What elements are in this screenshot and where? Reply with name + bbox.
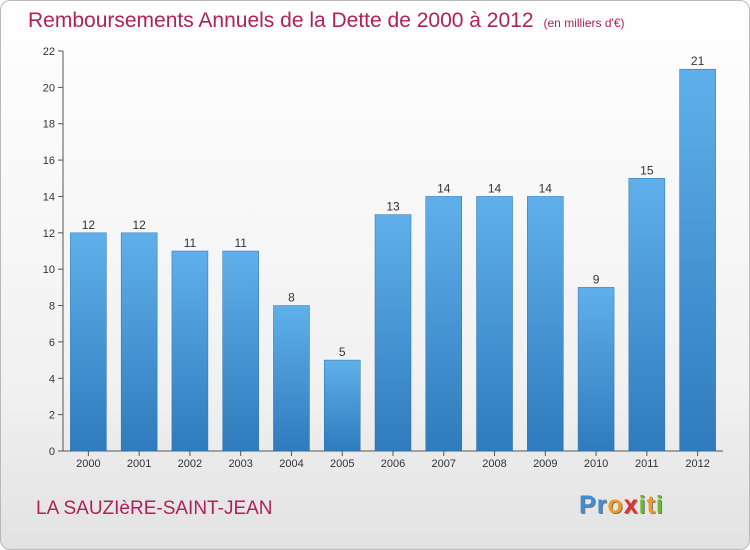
bar-2010 bbox=[577, 287, 615, 452]
y-tick-label: 10 bbox=[43, 264, 55, 276]
y-axis: 0 2 4 6 8 10 12 14 16 18 20 22 bbox=[43, 46, 64, 458]
bar-value-label: 21 bbox=[691, 54, 705, 68]
x-tick-label: 2006 bbox=[381, 458, 405, 470]
x-tick-label: 2008 bbox=[482, 458, 506, 470]
bar-2002 bbox=[171, 250, 209, 452]
logo-letter: x bbox=[623, 491, 639, 519]
bar-value-label: 12 bbox=[132, 218, 146, 232]
logo-letter: i bbox=[655, 491, 664, 519]
logo-letter: P bbox=[579, 491, 597, 519]
y-tick-label: 12 bbox=[43, 228, 55, 240]
bar-value-label: 15 bbox=[640, 163, 654, 177]
x-tick-label: 2004 bbox=[279, 458, 303, 470]
x-tick-label: 2012 bbox=[685, 458, 709, 470]
chart-title-row: Remboursements Annuels de la Dette de 20… bbox=[28, 9, 625, 33]
bar-2001 bbox=[120, 232, 158, 452]
logo-letter: r bbox=[596, 491, 608, 519]
x-tick-label: 2003 bbox=[228, 458, 252, 470]
logo-letter: o bbox=[607, 491, 624, 519]
bar-2005 bbox=[323, 359, 361, 452]
bars-group: 12 12 11 11 8 5 13 14 14 14 9 15 21 bbox=[70, 54, 716, 452]
commune-name: LA SAUZIèRE-SAINT-JEAN bbox=[36, 498, 273, 519]
bar-2006 bbox=[374, 214, 412, 452]
y-tick-label: 6 bbox=[49, 337, 55, 349]
bar-2009 bbox=[527, 196, 564, 452]
y-tick-label: 2 bbox=[49, 410, 55, 422]
x-tick-label: 2001 bbox=[127, 458, 151, 470]
bar-value-label: 14 bbox=[488, 181, 502, 195]
x-tick-label: 2007 bbox=[432, 458, 456, 470]
bar-value-label: 14 bbox=[539, 181, 553, 195]
x-tick-label: 2000 bbox=[76, 458, 100, 470]
y-tick-label: 8 bbox=[49, 301, 55, 313]
bar-value-label: 5 bbox=[339, 345, 346, 359]
bar-2011 bbox=[628, 178, 666, 452]
y-tick-label: 18 bbox=[43, 119, 55, 131]
bar-value-label: 13 bbox=[386, 200, 400, 214]
x-tick-label: 2009 bbox=[533, 458, 557, 470]
bar-2004 bbox=[273, 305, 310, 452]
chart-title: Remboursements Annuels de la Dette de 20… bbox=[28, 9, 534, 32]
y-tick-label: 16 bbox=[43, 155, 55, 167]
bar-2000 bbox=[70, 232, 107, 452]
proxiti-logo: Proxiti bbox=[579, 491, 664, 520]
x-tick-label: 2011 bbox=[635, 458, 659, 470]
x-tick-label: 2010 bbox=[584, 458, 608, 470]
logo-letter: i bbox=[638, 491, 647, 519]
bar-2003 bbox=[222, 250, 259, 452]
bar-value-label: 11 bbox=[184, 236, 197, 250]
y-tick-label: 0 bbox=[49, 446, 55, 458]
y-tick-label: 20 bbox=[43, 82, 55, 94]
x-axis: 2000 2001 2002 2003 2004 2005 2006 2007 2008 2009… bbox=[63, 450, 723, 470]
bar-value-label: 9 bbox=[593, 272, 600, 286]
bar-value-label: 14 bbox=[437, 181, 451, 195]
bar-value-label: 12 bbox=[82, 218, 96, 232]
bar-2008 bbox=[476, 196, 513, 452]
bar-2012 bbox=[679, 68, 716, 452]
y-tick-label: 14 bbox=[43, 191, 55, 203]
bar-value-label: 11 bbox=[234, 236, 247, 250]
bar-value-label: 8 bbox=[288, 291, 295, 305]
x-tick-label: 2002 bbox=[178, 458, 202, 470]
y-tick-label: 22 bbox=[43, 46, 55, 58]
chart-unit: (en milliers d'€) bbox=[543, 16, 625, 30]
bar-2007 bbox=[425, 196, 463, 452]
logo-letter: t bbox=[646, 491, 656, 519]
x-tick-label: 2005 bbox=[330, 458, 354, 470]
y-tick-label: 4 bbox=[49, 373, 55, 385]
